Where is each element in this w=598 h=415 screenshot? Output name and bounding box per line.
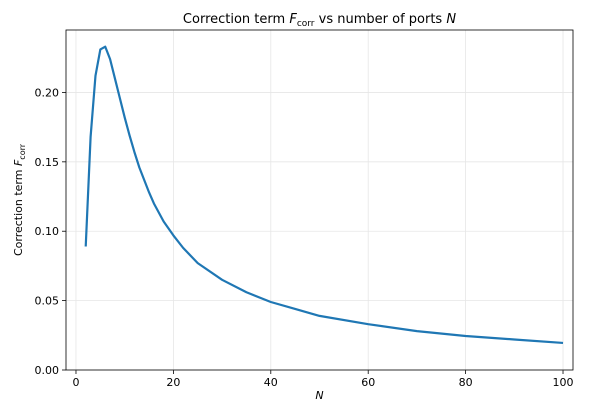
y-label-text: Correction term bbox=[12, 166, 25, 256]
y-tick-label: 0.00 bbox=[35, 364, 60, 377]
title-text: vs number of ports bbox=[315, 12, 447, 27]
x-tick-label: 60 bbox=[361, 376, 375, 389]
y-label-subscript: corr bbox=[18, 143, 27, 159]
plot-frame bbox=[65, 29, 574, 371]
data-line bbox=[84, 45, 564, 345]
x-tick-label: 40 bbox=[264, 376, 278, 389]
title-text: Correction term bbox=[183, 12, 289, 27]
y-label-symbol: F bbox=[12, 159, 25, 166]
title-symbol: N bbox=[446, 12, 456, 27]
x-tick-label: 80 bbox=[459, 376, 473, 389]
x-axis-label: N bbox=[315, 389, 323, 402]
y-tick-label: 0.20 bbox=[35, 86, 60, 99]
title-subscript: corr bbox=[297, 19, 315, 29]
x-tick-label: 100 bbox=[553, 376, 574, 389]
y-tick-label: 0.10 bbox=[35, 225, 60, 238]
title-symbol: F bbox=[289, 12, 297, 27]
chart-title: Correction term Fcorr vs number of ports… bbox=[183, 12, 456, 29]
y-tick-label: 0.05 bbox=[35, 295, 60, 308]
x-tick-label: 0 bbox=[72, 376, 79, 389]
y-tick-label: 0.15 bbox=[35, 156, 60, 169]
y-axis-label: Correction term Fcorr bbox=[12, 143, 27, 256]
x-tick-label: 20 bbox=[166, 376, 180, 389]
